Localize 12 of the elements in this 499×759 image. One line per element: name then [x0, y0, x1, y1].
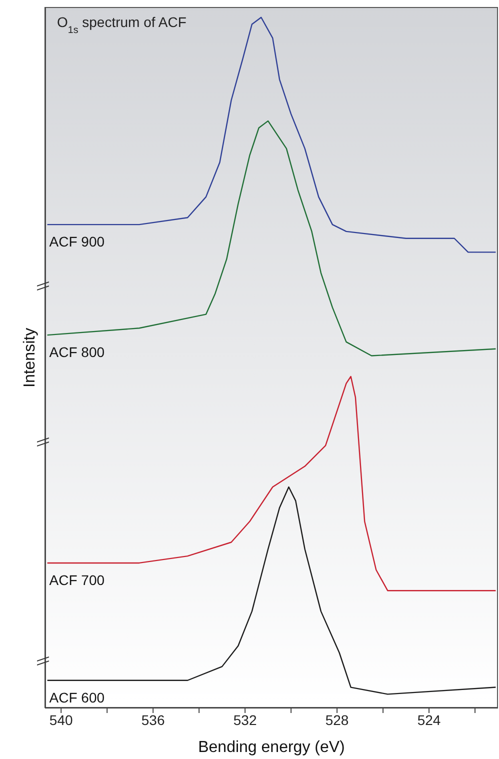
- y-axis-title: Intensity: [22, 328, 39, 388]
- x-tick-label: 532: [233, 712, 257, 728]
- x-tick-label: 528: [325, 712, 349, 728]
- x-tick-label: 524: [417, 712, 441, 728]
- series-label: ACF 600: [49, 689, 105, 706]
- series-label: ACF 900: [49, 234, 105, 250]
- series-label: ACF 700: [49, 572, 105, 588]
- x-tick-label: 540: [49, 712, 73, 728]
- chart-title: O$_{1s}$ spectrum of ACF: [57, 14, 186, 36]
- x-axis-title: Bending energy (eV): [198, 739, 345, 756]
- series-label: ACF 800: [49, 344, 105, 360]
- x-tick-label: 536: [141, 712, 165, 728]
